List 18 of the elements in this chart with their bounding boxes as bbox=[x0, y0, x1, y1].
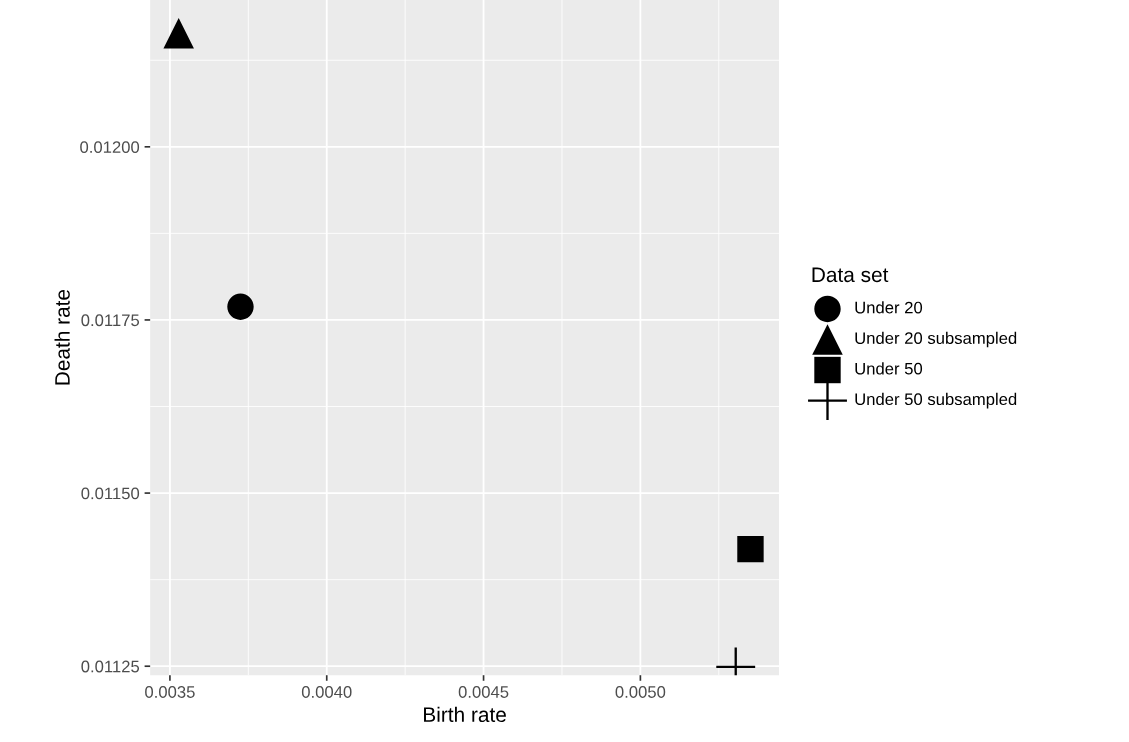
x-axis-title: Birth rate bbox=[424, 706, 506, 723]
legend-label: Under 20 subsampled bbox=[855, 331, 1017, 348]
legend-label: Under 50 bbox=[855, 362, 923, 375]
y-tick-label: 0.01150 bbox=[81, 487, 140, 500]
point bbox=[163, 17, 194, 49]
x-tick-label: 0.0045 bbox=[458, 686, 509, 698]
point bbox=[737, 535, 764, 563]
y-axis-title: Death rate bbox=[54, 289, 70, 385]
x-tick-label: 0.0040 bbox=[301, 686, 352, 698]
y-tick-label: 0.01175 bbox=[81, 314, 140, 327]
legend-label: Under 20 bbox=[855, 301, 923, 314]
y-tick-label: 0.01200 bbox=[80, 141, 140, 154]
legend-label: Under 50 subsampled bbox=[855, 392, 1017, 409]
point bbox=[227, 293, 254, 320]
y-tick-label: 0.01125 bbox=[81, 660, 140, 673]
x-tick-label: 0.0035 bbox=[145, 686, 195, 698]
legend-title: Data set bbox=[812, 267, 889, 283]
x-tick-label: 0.0050 bbox=[615, 686, 666, 698]
